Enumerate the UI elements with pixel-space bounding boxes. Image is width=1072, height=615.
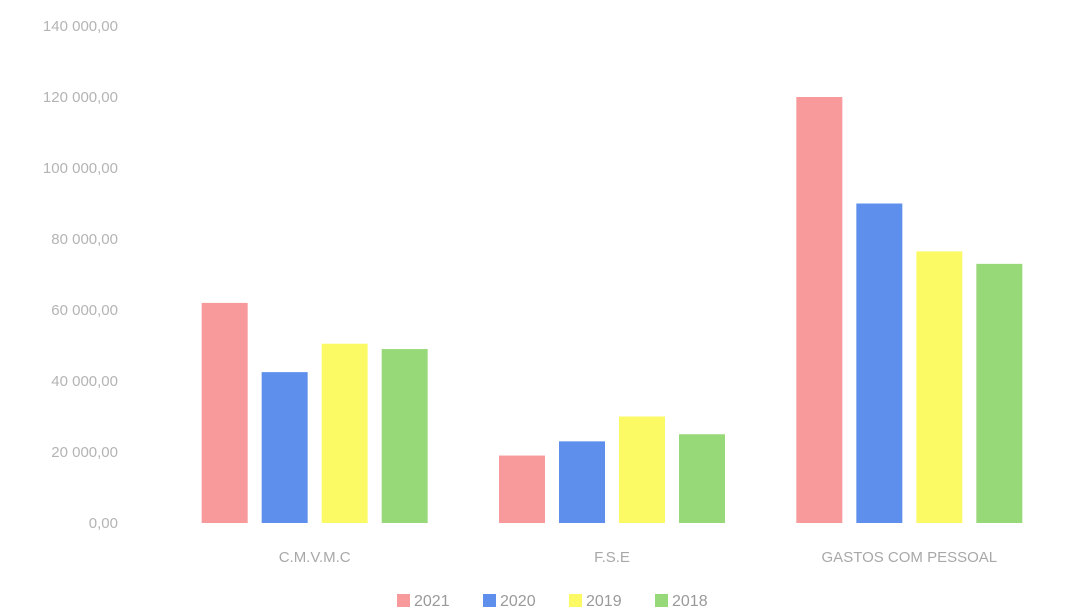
y-tick-label: 0,00: [89, 515, 118, 532]
x-tick-label: F.S.E: [594, 549, 630, 566]
bar: [916, 251, 963, 524]
y-axis: 0,00 20 000,00 40 000,00 60 000,00 80 000,00…: [43, 18, 118, 532]
y-tick-label: 100 000,00: [43, 160, 118, 177]
legend-label: 2019: [586, 593, 622, 610]
bar: [261, 372, 308, 523]
y-tick-label: 140 000,00: [43, 18, 118, 35]
bars: [201, 97, 1023, 524]
x-tick-label: GASTOS COM PESSOAL: [822, 549, 998, 566]
bar: [321, 343, 368, 523]
bar: [201, 302, 248, 523]
bar: [381, 349, 428, 523]
legend-swatch: [569, 594, 582, 607]
legend-swatch: [397, 594, 410, 607]
bar: [559, 441, 605, 523]
y-tick-label: 60 000,00: [51, 302, 118, 319]
x-axis: C.M.V.M.C F.S.E GASTOS COM PESSOAL: [279, 549, 997, 566]
legend-swatch: [483, 594, 496, 607]
bar: [619, 416, 665, 523]
y-tick-label: 120 000,00: [43, 89, 118, 106]
bar: [499, 455, 545, 523]
bar: [976, 263, 1023, 523]
legend-label: 2018: [672, 593, 708, 610]
legend: 2021 2020 2019 2018: [397, 593, 708, 610]
y-tick-label: 40 000,00: [51, 373, 118, 390]
bar: [796, 97, 843, 523]
x-tick-label: C.M.V.M.C: [279, 549, 351, 566]
y-tick-label: 20 000,00: [51, 444, 118, 461]
bar: [679, 434, 725, 523]
legend-label: 2020: [500, 593, 536, 610]
y-tick-label: 80 000,00: [51, 231, 118, 248]
bar: [856, 203, 903, 523]
legend-label: 2021: [414, 593, 450, 610]
legend-swatch: [655, 594, 668, 607]
